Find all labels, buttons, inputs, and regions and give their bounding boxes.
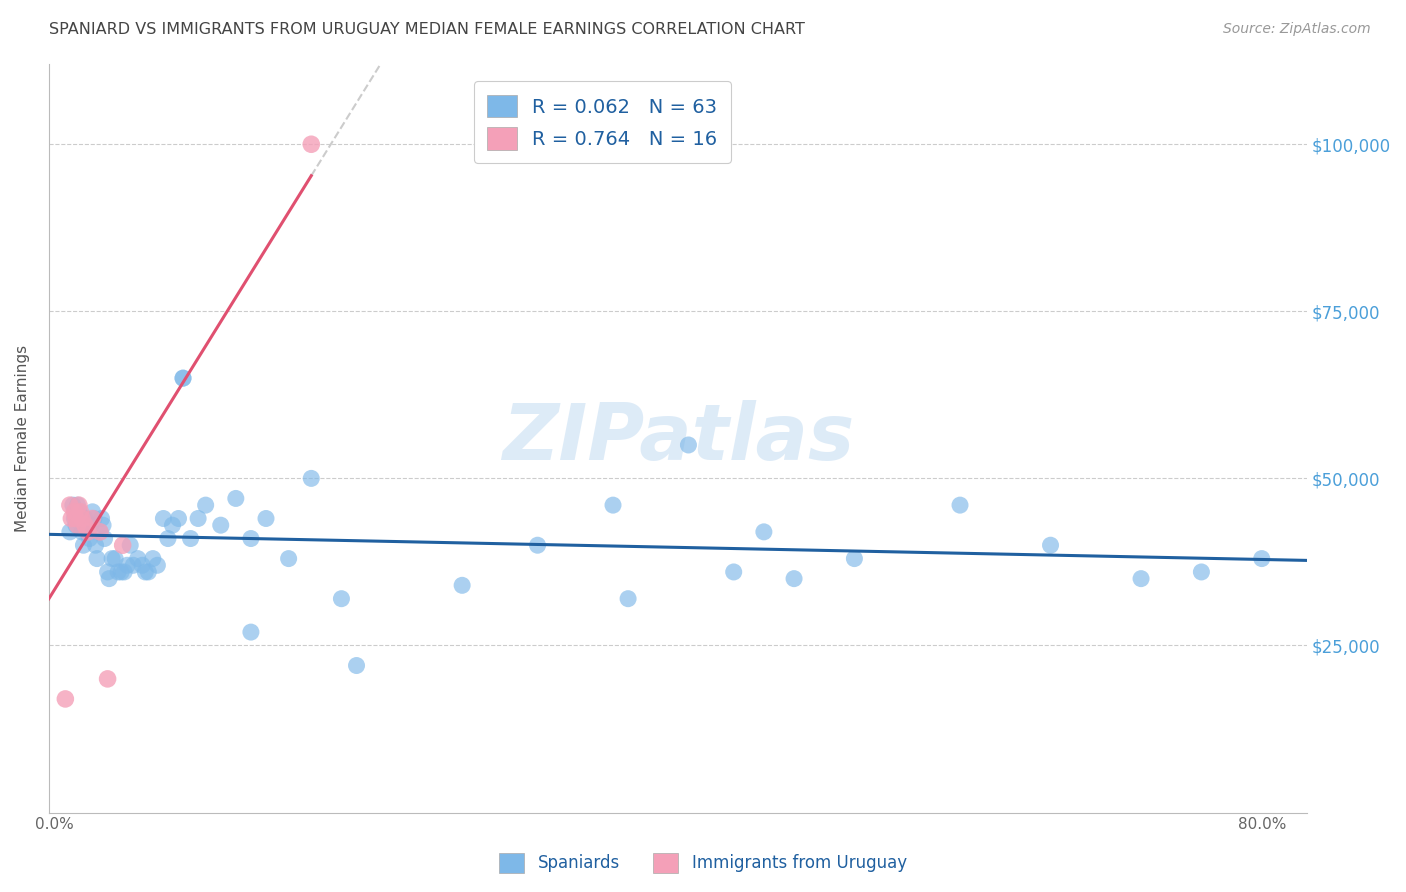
Point bbox=[254, 511, 277, 525]
Point bbox=[107, 565, 129, 579]
Point bbox=[66, 498, 89, 512]
Point bbox=[89, 524, 111, 539]
Point bbox=[79, 532, 101, 546]
Point bbox=[115, 558, 138, 573]
Point bbox=[134, 565, 156, 579]
Point bbox=[77, 524, 100, 539]
Point bbox=[97, 672, 120, 686]
Point bbox=[104, 551, 127, 566]
Point bbox=[59, 524, 82, 539]
Point bbox=[172, 371, 194, 385]
Point bbox=[225, 491, 247, 506]
Point bbox=[77, 524, 100, 539]
Point bbox=[73, 511, 96, 525]
Point bbox=[69, 511, 91, 525]
Point bbox=[73, 518, 96, 533]
Point bbox=[67, 498, 90, 512]
Point bbox=[783, 572, 806, 586]
Point bbox=[451, 578, 474, 592]
Point bbox=[91, 518, 114, 533]
Point bbox=[110, 565, 132, 579]
Point bbox=[84, 538, 107, 552]
Point bbox=[98, 572, 121, 586]
Point bbox=[90, 511, 112, 525]
Point bbox=[187, 511, 209, 525]
Point bbox=[82, 505, 104, 519]
Text: SPANIARD VS IMMIGRANTS FROM URUGUAY MEDIAN FEMALE EARNINGS CORRELATION CHART: SPANIARD VS IMMIGRANTS FROM URUGUAY MEDI… bbox=[49, 22, 806, 37]
Point bbox=[239, 625, 262, 640]
Point bbox=[162, 518, 184, 533]
Point bbox=[86, 551, 108, 566]
Point bbox=[80, 518, 103, 533]
Point bbox=[156, 532, 179, 546]
Point bbox=[152, 511, 174, 525]
Point bbox=[93, 532, 115, 546]
Point bbox=[131, 558, 153, 573]
Point bbox=[97, 565, 120, 579]
Point bbox=[65, 518, 87, 533]
Point bbox=[330, 591, 353, 606]
Point bbox=[112, 565, 135, 579]
Point bbox=[526, 538, 548, 552]
Point bbox=[299, 137, 322, 152]
Text: Source: ZipAtlas.com: Source: ZipAtlas.com bbox=[1223, 22, 1371, 37]
Point bbox=[67, 505, 90, 519]
Point bbox=[122, 558, 145, 573]
Legend: Spaniards, Immigrants from Uruguay: Spaniards, Immigrants from Uruguay bbox=[492, 847, 914, 880]
Point bbox=[299, 471, 322, 485]
Point bbox=[70, 511, 93, 525]
Point bbox=[167, 511, 190, 525]
Point bbox=[142, 551, 165, 566]
Point bbox=[59, 498, 82, 512]
Point bbox=[89, 524, 111, 539]
Point bbox=[752, 524, 775, 539]
Point bbox=[723, 565, 745, 579]
Point bbox=[101, 551, 124, 566]
Point bbox=[72, 538, 94, 552]
Point bbox=[1189, 565, 1212, 579]
Point bbox=[53, 692, 76, 706]
Point bbox=[75, 518, 97, 533]
Point bbox=[239, 532, 262, 546]
Point bbox=[346, 658, 368, 673]
Point bbox=[277, 551, 299, 566]
Point bbox=[63, 511, 86, 525]
Point bbox=[1039, 538, 1062, 552]
Point bbox=[1130, 572, 1153, 586]
Point bbox=[209, 518, 232, 533]
Point bbox=[844, 551, 866, 566]
Text: ZIPatlas: ZIPatlas bbox=[502, 401, 853, 476]
Point bbox=[69, 505, 91, 519]
Point bbox=[602, 498, 624, 512]
Point bbox=[70, 524, 93, 539]
Point bbox=[66, 518, 89, 533]
Point bbox=[172, 371, 194, 385]
Point bbox=[111, 538, 134, 552]
Point bbox=[678, 438, 700, 452]
Legend: R = 0.062   N = 63, R = 0.764   N = 16: R = 0.062 N = 63, R = 0.764 N = 16 bbox=[474, 81, 731, 163]
Point bbox=[146, 558, 169, 573]
Point bbox=[65, 511, 87, 525]
Point bbox=[180, 532, 202, 546]
Point bbox=[136, 565, 159, 579]
Point bbox=[127, 551, 149, 566]
Point bbox=[194, 498, 217, 512]
Point bbox=[82, 511, 104, 525]
Point bbox=[60, 511, 83, 525]
Point bbox=[120, 538, 142, 552]
Point bbox=[63, 505, 86, 519]
Point bbox=[949, 498, 972, 512]
Y-axis label: Median Female Earnings: Median Female Earnings bbox=[15, 344, 30, 532]
Point bbox=[617, 591, 640, 606]
Point bbox=[62, 498, 84, 512]
Point bbox=[83, 511, 105, 525]
Point bbox=[1250, 551, 1272, 566]
